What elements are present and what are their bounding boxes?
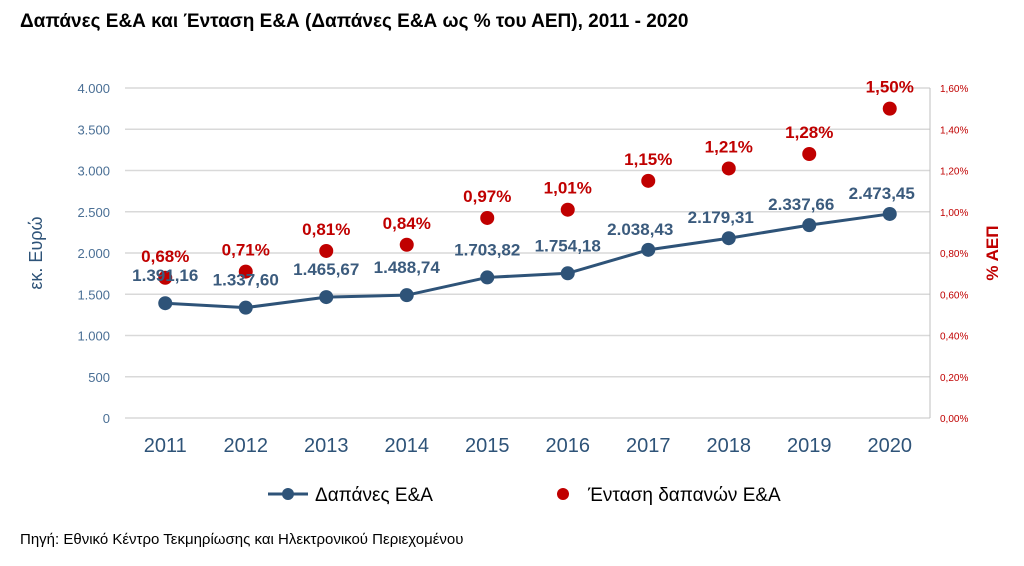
- y-tick-label: 3.500: [77, 122, 110, 137]
- rd-spending-point: [882, 206, 897, 221]
- y2-tick-label: 0,40%: [940, 332, 968, 343]
- rd-spending-label: 2.337,66: [768, 195, 834, 214]
- rd-spending-label: 2.038,43: [607, 220, 673, 239]
- rd-intensity-point: [399, 237, 414, 252]
- y-tick-label: 3.000: [77, 164, 110, 179]
- x-tick-label: 2018: [707, 435, 752, 457]
- chart-title: Δαπάνες Ε&Α και Ένταση Ε&Α (Δαπάνες Ε&Α …: [20, 11, 689, 32]
- rd-spending-label: 1.488,74: [374, 258, 441, 277]
- rd-spending-label: 1.337,60: [213, 271, 279, 290]
- rd-intensity-point: [882, 101, 897, 116]
- x-tick-label: 2012: [224, 435, 269, 457]
- x-tick-label: 2017: [626, 435, 671, 457]
- y-axis-label: εκ. Ευρώ: [26, 216, 46, 289]
- y2-axis-label: % ΑΕΠ: [983, 225, 1002, 280]
- y-tick-label: 500: [88, 370, 110, 385]
- rd-spending-point: [802, 218, 817, 233]
- y2-tick-label: 1,00%: [940, 208, 968, 219]
- rd-intensity-label: 1,21%: [705, 137, 753, 156]
- y-tick-label: 2.500: [77, 205, 110, 220]
- series-line-rd-spending: [165, 212, 890, 310]
- rd-intensity-point: [641, 173, 656, 188]
- y2-tick-label: 1,60%: [940, 84, 968, 95]
- rd-spending-label: 1.754,18: [535, 236, 601, 255]
- rd-spending-label: 1.703,82: [454, 240, 520, 259]
- rd-intensity-label: 0,68%: [141, 247, 189, 266]
- y-tick-label: 4.000: [77, 81, 110, 96]
- x-tick-label: 2019: [787, 435, 832, 457]
- rd-intensity-label: 0,97%: [463, 187, 511, 206]
- y-tick-label: 0: [103, 411, 110, 426]
- rd-spending-label: 1.391,16: [132, 266, 198, 285]
- y2-tick-label: 0,20%: [940, 373, 968, 384]
- rd-intensity-label: 0,71%: [222, 241, 270, 260]
- y2-tick-label: 0,00%: [940, 414, 968, 425]
- legend-line-dot: [282, 488, 294, 500]
- rd-spending-point: [238, 300, 253, 315]
- rd-intensity-label: 0,84%: [383, 214, 431, 233]
- rd-intensity-point: [480, 210, 495, 225]
- rd-intensity-point: [721, 161, 736, 176]
- rd-spending-point: [399, 288, 414, 303]
- x-tick-label: 2011: [144, 435, 187, 457]
- rd-spending-point: [641, 242, 656, 257]
- rd-intensity-label: 0,81%: [302, 220, 350, 239]
- x-tick-label: 2014: [385, 435, 430, 457]
- rd-intensity-label: 1,50%: [866, 78, 914, 97]
- y-tick-label: 2.000: [77, 246, 110, 261]
- rd-spending-point: [560, 266, 575, 281]
- x-tick-label: 2016: [546, 435, 591, 457]
- legend-label-rd-intensity: Ένταση δαπανών Ε&Α: [587, 485, 781, 506]
- rd-intensity-label: 1,15%: [624, 150, 672, 169]
- rd-intensity-point: [802, 147, 817, 161]
- x-tick-label: 2015: [465, 435, 510, 457]
- legend-dot-marker: [557, 488, 569, 500]
- rd-spending-point: [721, 231, 736, 246]
- legend-label-rd-spending: Δαπάνες Ε&Α: [315, 485, 433, 506]
- y-tick-label: 1.000: [77, 329, 110, 344]
- rd-spending-label: 2.179,31: [688, 208, 754, 227]
- x-tick-label: 2020: [868, 435, 913, 457]
- rd-intensity-point: [560, 202, 575, 217]
- rd-spending-point: [158, 296, 173, 311]
- rd-intensity-label: 1,01%: [544, 179, 592, 198]
- rd-intensity-label: 1,28%: [785, 123, 833, 142]
- y2-tick-label: 1,20%: [940, 167, 968, 178]
- source-note: Πηγή: Εθνικό Κέντρο Τεκμηρίωσης και Ηλεκ…: [20, 531, 464, 548]
- rd-spending-point: [319, 290, 334, 305]
- y2-tick-label: 1,40%: [940, 125, 968, 136]
- rd-intensity-point: [319, 243, 334, 258]
- y2-tick-label: 0,80%: [940, 249, 968, 260]
- y2-tick-label: 0,60%: [940, 290, 968, 301]
- rd-spending-label: 1.465,67: [293, 260, 359, 279]
- x-tick-label: 2013: [304, 435, 349, 457]
- rd-intensity-point: [158, 270, 173, 285]
- rd-spending-point: [480, 270, 495, 285]
- y-tick-label: 1.500: [77, 287, 110, 302]
- rd-spending-label: 2.473,45: [849, 184, 915, 203]
- rd-intensity-point: [238, 264, 253, 279]
